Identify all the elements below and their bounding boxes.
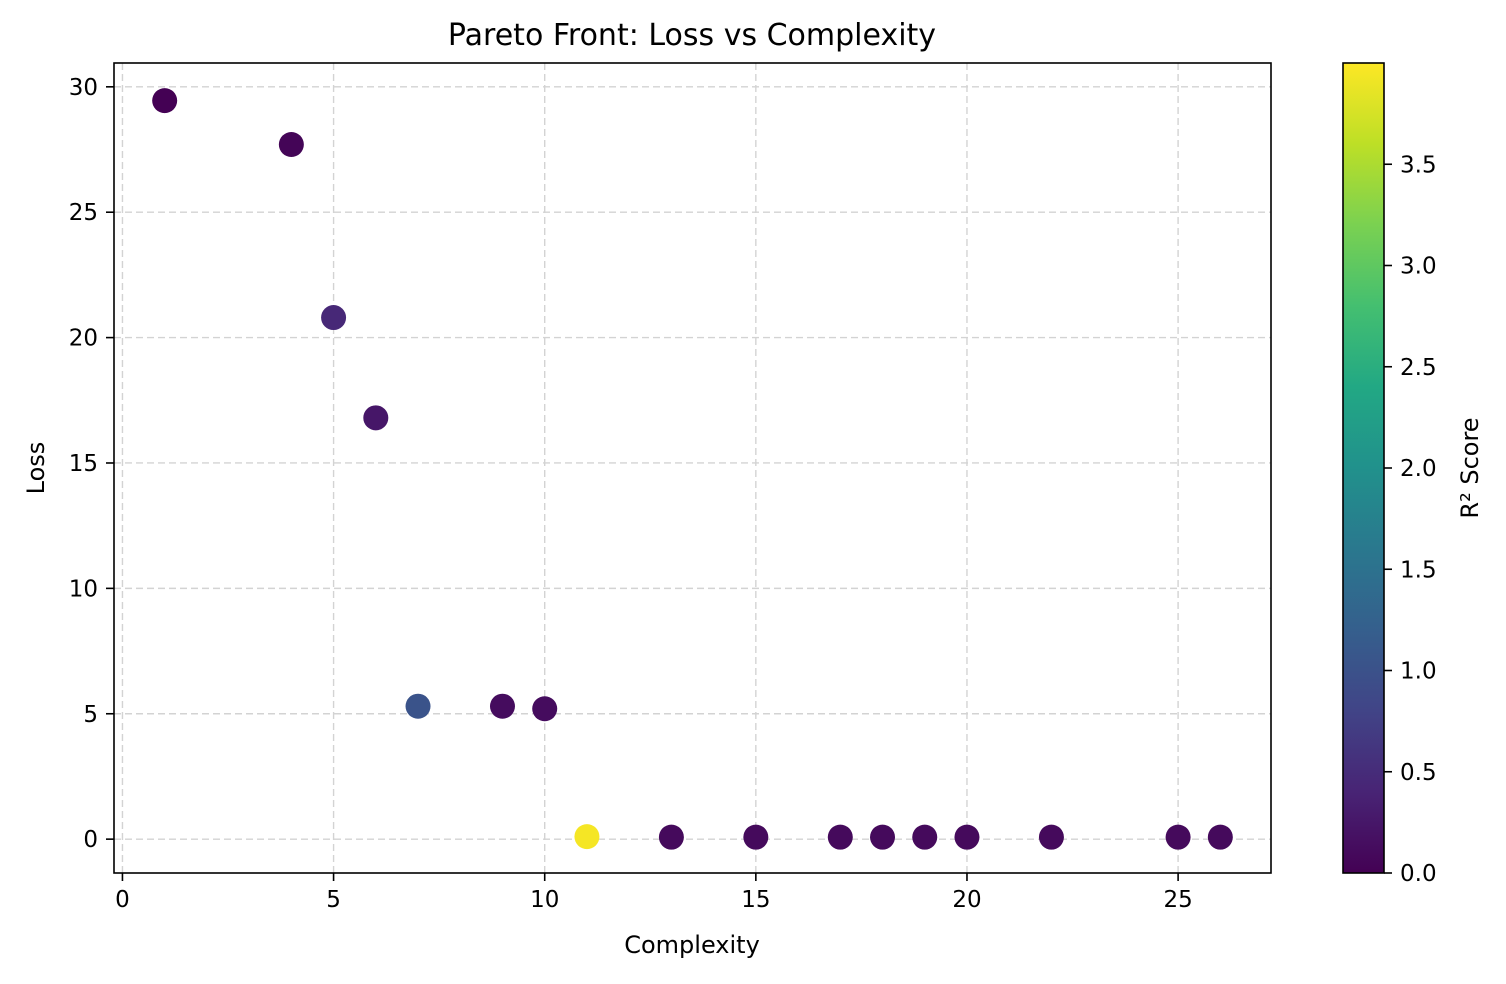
y-tick-label: 15 (69, 451, 98, 477)
scatter-point-1 (278, 132, 304, 158)
x-tick-label: 25 (1163, 887, 1192, 913)
scatter-point-8 (658, 824, 684, 850)
y-tick-label: 20 (69, 326, 98, 352)
scatter-point-13 (954, 824, 980, 850)
chart-title: Pareto Front: Loss vs Complexity (448, 18, 936, 53)
y-tick-label: 0 (83, 827, 98, 853)
scatter-point-3 (363, 405, 389, 431)
scatter-point-5 (489, 693, 515, 719)
colorbar-tick-label: 1.0 (1400, 659, 1437, 685)
colorbar-tick-label: 2.5 (1400, 355, 1437, 381)
scatter-point-4 (405, 693, 431, 719)
colorbar-ticks: 0.0 0.5 1.0 1.5 2.0 2.5 3.0 3.5 (1384, 152, 1437, 887)
scatter-point-12 (912, 824, 938, 850)
y-tick-label: 30 (69, 75, 98, 101)
x-tick-label: 10 (530, 887, 559, 913)
y-tick-label: 10 (69, 576, 98, 602)
x-tick-label: 20 (952, 887, 981, 913)
colorbar-label: R² Score (1456, 417, 1484, 518)
scatter-point-0 (152, 88, 178, 114)
colorbar-tick-label: 1.5 (1400, 557, 1437, 583)
colorbar (1342, 62, 1385, 874)
x-tick-label: 15 (741, 887, 770, 913)
scatter-point-9 (743, 824, 769, 850)
x-tick-label: 5 (326, 887, 341, 913)
colorbar-tick-label: 0.0 (1400, 861, 1437, 887)
x-axis-ticks: 0 5 10 15 20 25 (115, 873, 1193, 913)
y-axis-label: Loss (22, 442, 50, 495)
colorbar-tick-label: 3.0 (1400, 254, 1437, 280)
y-tick-label: 25 (69, 200, 98, 226)
colorbar-tick-label: 2.0 (1400, 456, 1437, 482)
y-tick-label: 5 (83, 702, 98, 728)
scatter-point-16 (1207, 824, 1233, 850)
plot-area-frame (113, 62, 1272, 874)
scatter-point-7 (574, 824, 600, 850)
scatter-point-11 (870, 824, 896, 850)
y-axis-ticks: 0 5 10 15 20 25 30 (69, 75, 114, 853)
colorbar-tick-label: 0.5 (1400, 760, 1437, 786)
scatter-point-15 (1165, 824, 1191, 850)
scatter-point-2 (321, 305, 347, 331)
x-axis-label: Complexity (624, 931, 760, 959)
scatter-point-6 (532, 696, 558, 722)
scatter-point-10 (827, 824, 853, 850)
points-layer (152, 88, 1233, 850)
x-tick-label: 0 (115, 887, 130, 913)
grid-layer (114, 63, 1271, 873)
scatter-point-14 (1038, 824, 1064, 850)
colorbar-tick-label: 3.5 (1400, 152, 1437, 178)
